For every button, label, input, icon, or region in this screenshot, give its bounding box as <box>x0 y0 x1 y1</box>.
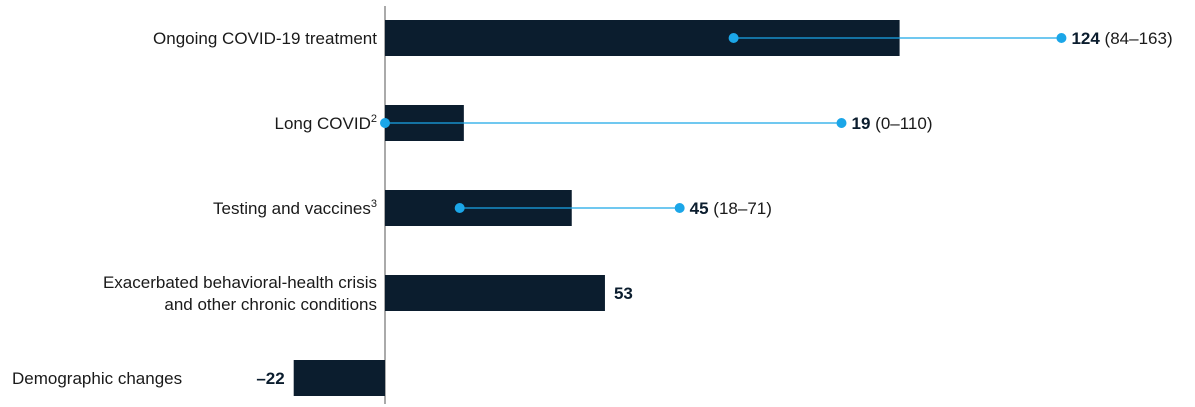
category-label: Ongoing COVID-19 treatment <box>153 29 377 48</box>
range-low-dot <box>380 118 390 128</box>
value-label: 19 (0–110) <box>852 114 933 133</box>
value-label: 45 (18–71) <box>690 199 772 218</box>
range-low-dot <box>455 203 465 213</box>
range-low-dot <box>729 33 739 43</box>
category-label: Demographic changes <box>12 369 182 388</box>
category-label-line: and other chronic conditions <box>164 295 377 314</box>
category-label: Long COVID2 <box>274 113 377 133</box>
bar-4 <box>294 360 385 396</box>
value-label: 124 (84–163) <box>1071 29 1172 48</box>
range-high-dot <box>837 118 847 128</box>
category-label-line: Exacerbated behavioral-health crisis <box>103 273 377 292</box>
range-high-dot <box>675 203 685 213</box>
value-label: –22 <box>256 369 284 388</box>
bar-3 <box>385 275 605 311</box>
value-label: 53 <box>614 284 633 303</box>
category-label: Testing and vaccines3 <box>213 198 377 218</box>
range-high-dot <box>1056 33 1066 43</box>
